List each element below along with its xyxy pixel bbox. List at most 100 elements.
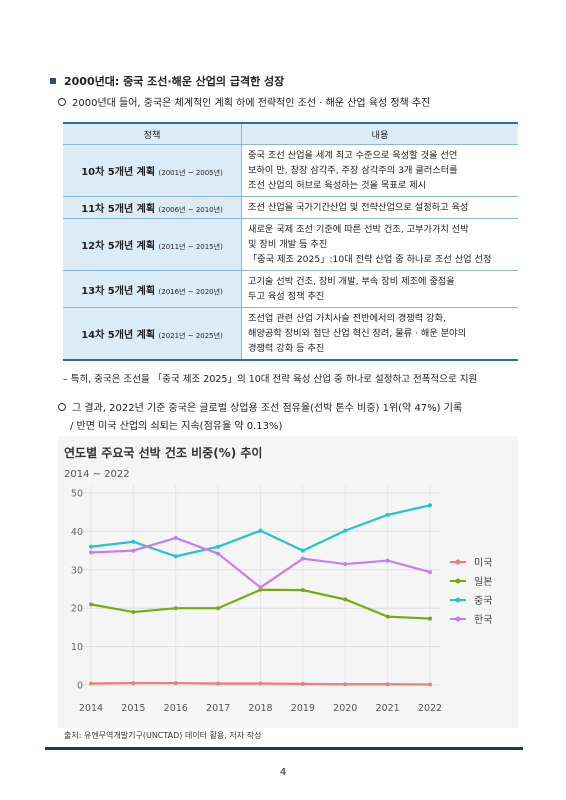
page-number: 4 — [279, 767, 287, 778]
table-row: 14차 5개년 계획 (2021년 ~ 2025년) 조선업 관련 산업 가치사슬… — [63, 307, 518, 361]
content-cell: 조선 산업을 국가기간산업 및 전략산업으로 설정하고 육성 — [241, 196, 518, 219]
data-point — [258, 528, 263, 533]
policy-table: 정책 내용 10차 5개년 계획 (2001년 ~ 2005년) 중국 조선 산업… — [63, 122, 518, 361]
table-row: 12차 5개년 계획 (2011년 ~ 2015년) 새로운 국제 조선 기준에 … — [63, 218, 518, 271]
table-row: 13차 5개년 계획 (2016년 ~ 2020년) 고기술 선박 건조, 장비 … — [63, 270, 518, 308]
data-point — [343, 528, 348, 533]
x-tick-label: 2021 — [376, 703, 400, 714]
content-line: 및 장비 개발 등 추진 — [248, 239, 328, 250]
legend-label: 중국 — [474, 595, 492, 607]
content-cell: 조선업 관련 산업 가치사슬 전반에서의 경쟁력 강화, 해양공학 장비와 첨단 … — [241, 307, 518, 361]
legend-marker — [455, 559, 461, 565]
table-row: 11차 5개년 계획 (2006년 ~ 2010년) 조선 산업을 국가기간산업 … — [63, 196, 518, 219]
y-tick-label: 0 — [77, 681, 83, 692]
chart-svg: 연도별 주요국 선박 건조 비중(%) 추이 2014 ~ 2022 0 10 20… — [64, 445, 492, 714]
table-row: 10차 5개년 계획 (2001년 ~ 2005년) 중국 조선 산업을 세계 최… — [63, 144, 518, 197]
data-point — [385, 512, 390, 517]
data-point — [343, 597, 348, 602]
data-point — [216, 551, 221, 556]
y-tick-label: 20 — [71, 604, 83, 615]
section-heading: 2000년대: 중국 조선·해운 산업의 급격한 성장 — [50, 73, 284, 89]
x-tick-label: 2015 — [121, 703, 145, 714]
data-point — [131, 539, 136, 544]
data-point — [385, 682, 390, 687]
data-point — [258, 585, 263, 590]
x-tick-label: 2016 — [164, 703, 188, 714]
policy-cell: 14차 5개년 계획 (2021년 ~ 2025년) — [63, 307, 242, 361]
policy-years: (2021년 ~ 2025년) — [158, 332, 223, 340]
data-point — [428, 503, 432, 508]
policy-cell: 10차 5개년 계획 (2001년 ~ 2005년) — [63, 144, 242, 197]
content-line: 두고 육성 정책 추진 — [248, 291, 325, 302]
x-tick-label: 2017 — [206, 703, 230, 714]
circle-bullet-icon — [58, 403, 66, 411]
data-point — [216, 681, 221, 686]
data-point — [89, 602, 93, 607]
content-line: 조선 산업을 국가기간산업 및 전략산업으로 설정하고 육성 — [248, 202, 469, 213]
data-point — [300, 556, 305, 561]
legend-marker — [455, 616, 461, 622]
data-point — [385, 558, 390, 563]
legend-marker — [455, 597, 461, 603]
intro-bullet: 2000년대 들어, 중국은 체계적인 계획 하에 전략적인 조선 · 해운 산… — [58, 96, 430, 112]
data-point — [216, 544, 221, 549]
table-body: 10차 5개년 계획 (2001년 ~ 2005년) 중국 조선 산업을 세계 최… — [63, 144, 518, 361]
policy-name: 13차 5개년 계획 — [81, 285, 156, 297]
chart-title: 연도별 주요국 선박 건조 비중(%) 추이 — [64, 445, 262, 460]
result-line-1: 그 결과, 2022년 기준 중국은 글로벌 상업용 조선 점유율(선박 톤수 … — [72, 403, 463, 414]
table-header-row: 정책 내용 — [63, 122, 518, 145]
x-tick-label: 2019 — [291, 703, 315, 714]
y-tick-label: 50 — [71, 489, 83, 500]
data-point — [89, 681, 93, 686]
content-line: 보하이 만, 창장 삼각주, 주장 삼각주의 3개 클러스터를 — [248, 165, 458, 176]
square-bullet-icon — [50, 78, 56, 84]
content-line: 새로운 국제 조선 기준에 따른 선박 건조, 고부가가치 선박 — [248, 224, 469, 235]
policy-years: (2016년 ~ 2020년) — [158, 287, 223, 296]
data-point — [300, 681, 305, 686]
content-line: 조선업 관련 산업 가치사슬 전반에서의 경쟁력 강화, — [248, 313, 446, 324]
data-point — [89, 544, 93, 549]
x-tick-label: 2022 — [418, 703, 442, 714]
content-line: 「중국 제조 2025」:10대 전략 산업 중 하나로 조선 산업 선정 — [248, 254, 492, 265]
content-line: 해양공학 장비와 첨단 산업 혁신 장려, 물류 · 해운 분야의 — [248, 328, 467, 339]
content-line: 고기술 선박 건조, 장비 개발, 부속 장비 제조에 중점을 — [248, 276, 455, 287]
data-point — [258, 681, 263, 686]
data-point — [300, 588, 305, 593]
data-point — [300, 548, 305, 553]
section-heading-text: 2000년대: 중국 조선·해운 산업의 급격한 성장 — [64, 75, 285, 88]
legend-label: 미국 — [474, 557, 492, 569]
x-tick-label: 2018 — [248, 703, 272, 714]
data-point — [428, 682, 432, 687]
source-caption: 출처: 유엔무역개발기구(UNCTAD) 데이터 활용, 저자 작성 — [64, 731, 262, 740]
policy-name: 12차 5개년 계획 — [81, 241, 156, 252]
policy-years: (2006년 ~ 2010년) — [158, 206, 223, 214]
note-text: – 특히, 중국은 조선을 「중국 제조 2025」의 10대 전략 육성 산업… — [63, 374, 478, 385]
policy-years: (2001년 ~ 2005년) — [158, 169, 223, 177]
legend-label: 한국 — [474, 614, 492, 626]
content-line: 중국 조선 산업을 세계 최고 수준으로 육성할 것을 선언 — [248, 150, 458, 161]
policy-name: 14차 5개년 계획 — [81, 330, 156, 341]
policy-name: 11차 5개년 계획 — [81, 204, 156, 215]
data-point — [173, 554, 178, 559]
circle-bullet-icon — [58, 98, 66, 106]
result-line-2: / 반면 미국 산업의 쇠퇴는 지속(점유율 약 0.13%) — [70, 421, 283, 432]
result-bullet: 그 결과, 2022년 기준 중국은 글로벌 상업용 조선 점유율(선박 톤수 … — [58, 400, 528, 436]
table-header-policy: 정책 — [63, 122, 242, 145]
policy-cell: 12차 5개년 계획 (2011년 ~ 2015년) — [63, 218, 242, 271]
y-tick-label: 10 — [71, 642, 83, 653]
footer-rule — [45, 747, 523, 750]
data-point — [428, 570, 432, 575]
data-point — [89, 550, 93, 555]
y-tick-label: 40 — [71, 527, 83, 538]
y-tick-label: 30 — [71, 565, 83, 576]
legend-label: 일본 — [474, 576, 492, 588]
data-point — [343, 562, 348, 567]
data-point — [173, 681, 178, 686]
line-chart: 연도별 주요국 선박 건조 비중(%) 추이 2014 ~ 2022 0 10 20… — [58, 436, 518, 728]
policy-cell: 11차 5개년 계획 (2006년 ~ 2010년) — [63, 196, 242, 219]
data-point — [343, 682, 348, 687]
x-tick-label: 2020 — [333, 703, 357, 714]
content-line: 경쟁력 강화 등 추진 — [248, 343, 325, 354]
